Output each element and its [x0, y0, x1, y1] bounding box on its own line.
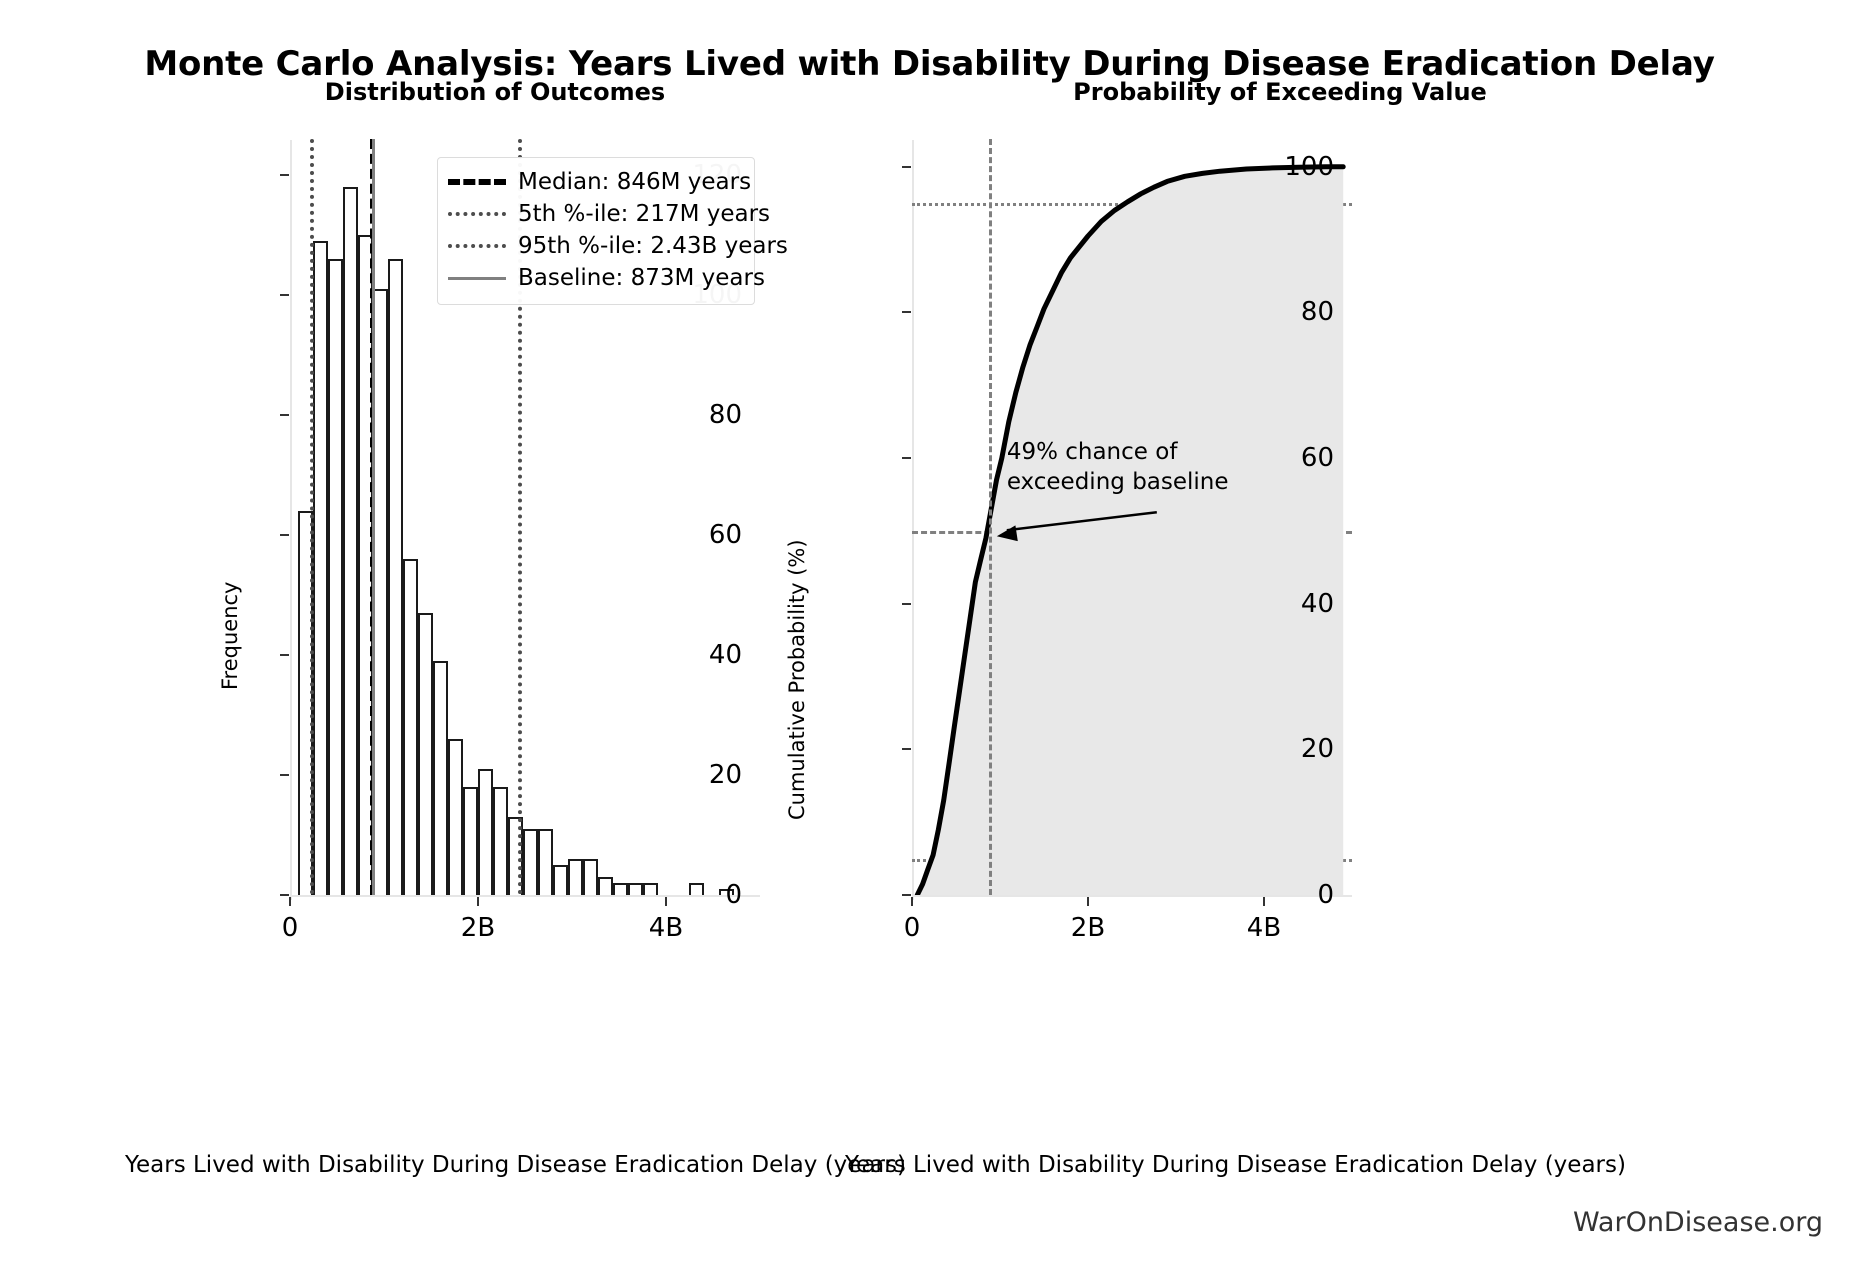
- histogram-y-tick-mark: [280, 894, 289, 896]
- cdf-y-tick-mark: [902, 894, 911, 896]
- histogram-x-tick-label: 4B: [648, 913, 684, 943]
- cdf-y-tick-mark: [902, 457, 911, 460]
- legend-item-p95: 95th %-ile: 2.43B years: [448, 230, 788, 262]
- histogram-bar: [447, 739, 463, 895]
- cdf-left-axis-spine: [912, 140, 914, 900]
- histogram-y-tick-label: 40: [708, 640, 742, 670]
- histogram-x-axis-label: Years Lived with Disability During Disea…: [125, 1152, 906, 1178]
- p95-line-swatch: [448, 244, 506, 248]
- legend-item-median: Median: 846M years: [448, 166, 751, 198]
- bottom-axis-spine: [290, 895, 760, 897]
- legend-label-p95: 95th %-ile: 2.43B years: [518, 233, 788, 259]
- baseline-line-swatch: [448, 276, 506, 280]
- cdf-y-tick-label: 20: [1300, 734, 1334, 765]
- histogram-bar: [523, 829, 539, 895]
- histogram-bar: [583, 859, 599, 895]
- median-line-swatch: [448, 179, 506, 185]
- histogram-bar: [553, 865, 569, 895]
- histogram-bar: [417, 613, 433, 895]
- cdf-y-axis-label: Cumulative Probability (%): [785, 539, 809, 820]
- histogram-x-tick-mark: [289, 897, 291, 906]
- cdf-y-tick-label: 100: [1284, 151, 1334, 182]
- p5-line-swatch: [448, 212, 506, 216]
- histogram-x-tick-mark: [665, 897, 667, 906]
- legend-item-p5: 5th %-ile: 217M years: [448, 198, 770, 230]
- cdf-y-tick-label: 80: [1300, 297, 1334, 328]
- cdf-x-tick-label: 4B: [1246, 913, 1282, 943]
- histogram-bar: [387, 259, 403, 895]
- cdf-x-tick-label: 0: [903, 913, 921, 943]
- histogram-bar: [628, 883, 644, 895]
- histogram-y-tick-mark: [280, 414, 289, 416]
- legend-label-baseline: Baseline: 873M years: [518, 265, 765, 291]
- cdf-bottom-axis-spine: [912, 895, 1352, 897]
- histogram-x-tick-label: 2B: [460, 913, 496, 943]
- histogram-y-tick-label: 20: [708, 760, 742, 790]
- cdf-y-tick-label: 0: [1317, 880, 1334, 910]
- histogram-bar: [643, 883, 659, 895]
- histogram-line-p5: [310, 139, 315, 895]
- cdf-x-tick-mark: [1087, 897, 1089, 906]
- histogram-bar: [342, 187, 358, 895]
- histogram-y-tick-mark: [280, 294, 289, 296]
- cdf-x-tick-label: 2B: [1070, 913, 1106, 943]
- histogram-bar: [568, 859, 584, 895]
- cdf-baseline-vertical-line: [988, 139, 992, 895]
- histogram-line-median: [369, 139, 375, 895]
- cdf-y-tick-mark: [902, 311, 911, 314]
- cdf-y-tick-mark: [902, 165, 911, 168]
- legend-label-median: Median: 846M years: [518, 169, 752, 195]
- cdf-curve: [914, 164, 1346, 895]
- cdf-annotation-text: 49% chance of exceeding baseline: [1006, 439, 1229, 495]
- histogram-bar: [493, 787, 509, 895]
- histogram-bar: [462, 787, 478, 895]
- histogram-x-tick-label: 0: [281, 913, 299, 943]
- branding-watermark: WarOnDisease.org: [1572, 1207, 1823, 1238]
- cdf-axes: 0 20 40 60 80 100 0 2B 4B: [902, 139, 1352, 943]
- cdf-y-tick-label: 60: [1300, 443, 1334, 474]
- left-panel-title: Distribution of Outcomes: [324, 78, 666, 106]
- histogram-bar: [402, 559, 418, 895]
- cdf-x-tick-mark: [911, 897, 913, 906]
- histogram-y-tick-mark: [280, 654, 289, 656]
- left-axis-spine: [290, 140, 292, 900]
- histogram-bar: [538, 829, 554, 895]
- histogram-y-axis-label: Frequency: [218, 581, 242, 691]
- histogram-line-baseline: [372, 139, 376, 895]
- histogram-bar: [598, 877, 614, 895]
- histogram-y-tick-mark: [280, 174, 289, 176]
- histogram-legend: Median: 846M years 5th %-ile: 217M years…: [437, 157, 788, 305]
- histogram-y-tick-mark: [280, 774, 289, 776]
- histogram-bar: [718, 889, 734, 895]
- cdf-x-tick-mark: [1263, 897, 1265, 906]
- histogram-bar: [478, 769, 494, 895]
- legend-item-baseline: Baseline: 873M years: [448, 262, 765, 294]
- histogram-bar: [327, 259, 343, 895]
- histogram-bar: [432, 661, 448, 895]
- legend-label-p5: 5th %-ile: 217M years: [518, 201, 771, 227]
- cdf-y-tick-mark: [902, 748, 911, 751]
- histogram-bar: [688, 883, 704, 895]
- cdf-x-axis-label: Years Lived with Disability During Disea…: [845, 1152, 1626, 1178]
- cdf-y-tick-label: 40: [1300, 588, 1334, 619]
- cdf-y-tick-mark: [902, 602, 911, 605]
- histogram-line-p95: [518, 139, 523, 895]
- histogram-bar: [613, 883, 629, 895]
- histogram-bar: [312, 241, 328, 895]
- histogram-y-tick-label: 60: [708, 520, 742, 550]
- right-panel-title: Probability of Exceeding Value: [1073, 78, 1487, 106]
- histogram-x-tick-mark: [477, 897, 479, 906]
- histogram-y-tick-mark: [280, 534, 289, 536]
- figure-suptitle: Monte Carlo Analysis: Years Lived with D…: [144, 44, 1715, 84]
- histogram-y-tick-label: 80: [708, 400, 742, 430]
- histogram-y-tick-label: 0: [725, 880, 742, 910]
